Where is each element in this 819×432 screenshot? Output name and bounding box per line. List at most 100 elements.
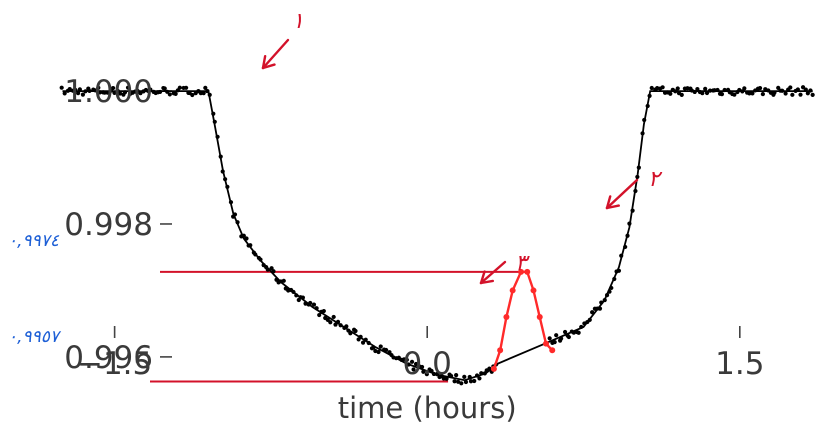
bump-point bbox=[524, 268, 531, 275]
value-note-peak: ٠,٩٩٧٤ bbox=[8, 231, 60, 251]
x-tick-label: 1.5 bbox=[715, 346, 764, 382]
data-point bbox=[562, 329, 568, 335]
data-point bbox=[747, 91, 752, 96]
data-point bbox=[798, 92, 803, 97]
data-point bbox=[454, 373, 459, 378]
data-point bbox=[468, 379, 474, 384]
data-point bbox=[757, 86, 763, 91]
data-point bbox=[750, 91, 755, 96]
arrow-2 bbox=[605, 178, 639, 210]
data-point bbox=[783, 91, 788, 96]
arrow-1-head bbox=[261, 63, 276, 70]
bump-point bbox=[530, 287, 537, 294]
data-point bbox=[810, 92, 815, 97]
x-tick-label: 0.0 bbox=[403, 346, 452, 382]
data-point bbox=[110, 85, 116, 91]
annotation-2: ٢ bbox=[648, 167, 663, 192]
arrow-3 bbox=[479, 260, 507, 285]
bump-point bbox=[490, 365, 497, 372]
data-point bbox=[719, 91, 725, 97]
data-point bbox=[679, 92, 684, 97]
data-point bbox=[177, 85, 182, 90]
data-point bbox=[732, 92, 737, 97]
data-point bbox=[281, 278, 286, 283]
data-point bbox=[700, 90, 705, 96]
data-point bbox=[649, 85, 654, 91]
data-point bbox=[456, 379, 461, 384]
data-point bbox=[67, 86, 72, 92]
data-point bbox=[668, 91, 673, 96]
data-point bbox=[576, 330, 581, 335]
axis-labels: 1.000 0.998 0.996−1.5 0.0 1.5 time (hours) bbox=[64, 74, 764, 425]
data-point bbox=[317, 312, 322, 318]
data-point bbox=[373, 348, 378, 354]
data-point bbox=[96, 85, 101, 90]
data-point bbox=[776, 85, 781, 90]
data-point bbox=[404, 357, 409, 362]
arrow-1 bbox=[261, 38, 290, 70]
annotation-3: ٣ bbox=[515, 251, 530, 276]
data-point bbox=[190, 92, 195, 98]
data-point bbox=[62, 91, 67, 96]
data-point bbox=[566, 334, 571, 340]
data-point bbox=[203, 85, 208, 91]
data-point bbox=[173, 91, 178, 96]
data-point bbox=[167, 92, 172, 97]
data-point bbox=[117, 91, 123, 96]
data-point bbox=[695, 86, 700, 92]
data-point bbox=[554, 333, 559, 338]
data-point bbox=[547, 336, 552, 341]
data-point bbox=[201, 91, 206, 96]
hand-annotations: ١ ٢ ٣ ٠,٩٩٧٤ ٠,٩٩٥٧ bbox=[8, 9, 663, 347]
data-point bbox=[333, 322, 338, 327]
data-point bbox=[462, 374, 467, 380]
arrow-2-head bbox=[605, 204, 620, 210]
data-point bbox=[675, 86, 680, 91]
data-point bbox=[376, 349, 381, 355]
data-point bbox=[703, 86, 708, 91]
data-point bbox=[411, 367, 416, 372]
data-point bbox=[76, 91, 81, 96]
data-point bbox=[660, 85, 665, 90]
data-point bbox=[742, 86, 747, 91]
data-point bbox=[360, 340, 366, 345]
data-point bbox=[162, 86, 167, 91]
bump-point bbox=[536, 314, 543, 321]
arrow-3-head bbox=[479, 270, 486, 285]
data-point bbox=[413, 361, 419, 367]
model-lines bbox=[62, 90, 813, 382]
reference-lines bbox=[150, 270, 524, 383]
data-point bbox=[125, 85, 131, 90]
data-point bbox=[331, 314, 336, 320]
data-point bbox=[269, 266, 274, 271]
data-point bbox=[472, 378, 477, 384]
data-point bbox=[477, 376, 482, 381]
data-point bbox=[353, 328, 358, 334]
data-point bbox=[311, 302, 317, 307]
arrow-3-head bbox=[479, 279, 495, 285]
y-tick-label: 0.998 bbox=[64, 207, 153, 243]
data-point bbox=[424, 371, 429, 377]
bump-point bbox=[509, 287, 516, 294]
data-point bbox=[788, 85, 793, 90]
arrow-1-head bbox=[261, 54, 267, 70]
y-tick-label: 1.000 bbox=[64, 74, 153, 110]
x-axis-label: time (hours) bbox=[338, 391, 517, 425]
data-point bbox=[59, 85, 64, 90]
axis-ticks bbox=[113, 90, 741, 358]
bump-point bbox=[549, 347, 556, 354]
data-point bbox=[184, 85, 189, 90]
value-note-minimum: ٠,٩٩٥٧ bbox=[8, 327, 62, 347]
data-point bbox=[321, 308, 326, 314]
data-point bbox=[459, 381, 464, 386]
data-point bbox=[328, 320, 333, 325]
data-point bbox=[80, 92, 86, 97]
bump-point bbox=[517, 268, 524, 275]
data-point bbox=[452, 379, 457, 384]
x-tick-label: −1.5 bbox=[77, 346, 152, 382]
data-point bbox=[552, 340, 557, 345]
model-line bbox=[62, 90, 813, 382]
data-point bbox=[800, 85, 806, 90]
